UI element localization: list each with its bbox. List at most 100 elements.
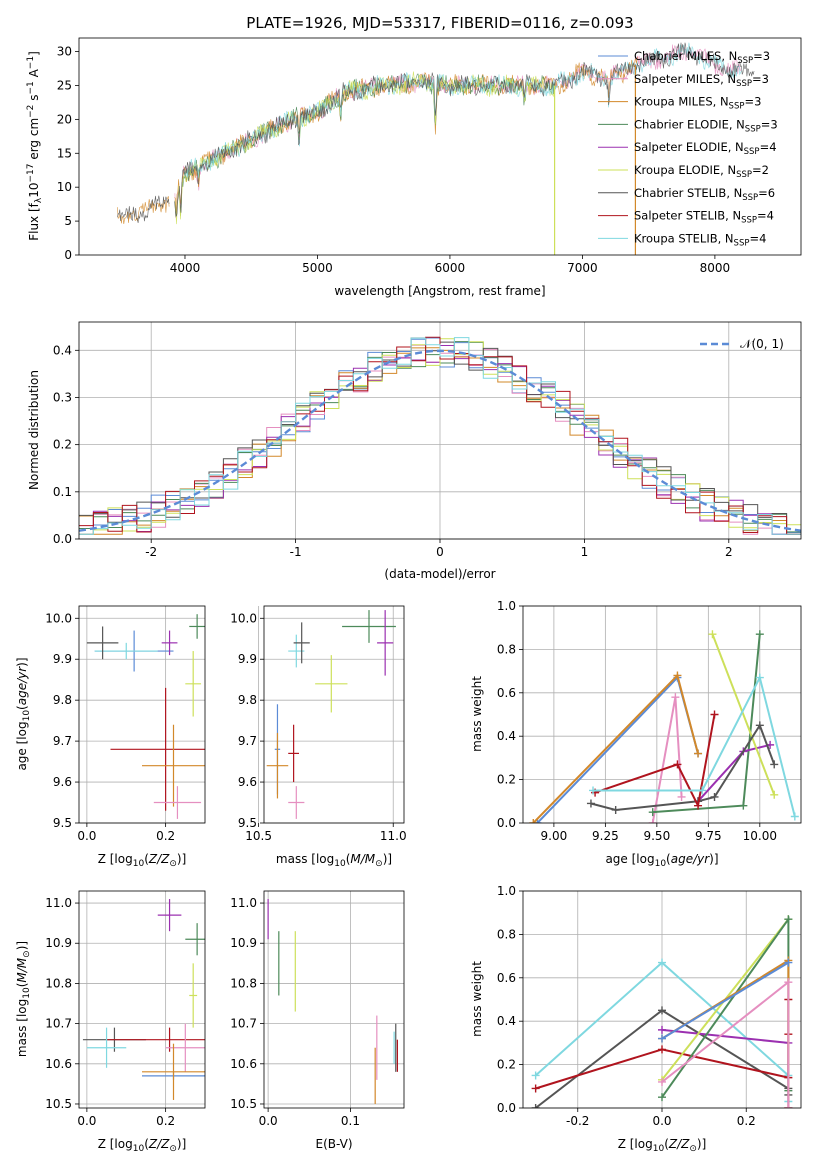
legend-entry: Salpeter ELODIE, NSSP=4 bbox=[634, 140, 777, 157]
y-tick-label: 10.5 bbox=[230, 1097, 257, 1111]
data-point bbox=[739, 801, 748, 810]
label-part: age [log bbox=[605, 852, 654, 866]
y-tick-label: 9.7 bbox=[53, 734, 72, 748]
legend-text: Salpeter ELODIE, N bbox=[634, 140, 744, 154]
label-part: Z/Z bbox=[668, 1137, 690, 1151]
y-tick-label: 9.7 bbox=[238, 734, 257, 748]
data-point bbox=[648, 808, 657, 817]
data-point bbox=[710, 792, 719, 801]
data-point bbox=[698, 786, 707, 795]
data-point bbox=[586, 799, 595, 808]
y-tick-label: 0.4 bbox=[497, 1014, 516, 1028]
label-part: −17 bbox=[26, 164, 36, 183]
data-point bbox=[673, 760, 682, 769]
x-tick-label: 9.25 bbox=[592, 829, 619, 843]
panel-0: 4000 5000 6000 7000 8000 0 5 10 15 20 25 30 waveleng… bbox=[26, 37, 802, 298]
label-part: )] bbox=[697, 1137, 706, 1151]
data-point bbox=[790, 812, 799, 821]
series-line bbox=[593, 674, 796, 817]
panel-4: 9.00 9.25 9.50 9.75 10.00 0.0 0.2 0.4 0.6 0.8 1.0 a… bbox=[470, 599, 802, 869]
legend-sub: SSP bbox=[736, 170, 752, 180]
y-tick-label: 9.5 bbox=[238, 816, 257, 830]
x-axis-label: Z [log10(Z/Z⊙)] bbox=[618, 1137, 707, 1154]
legend-text: Chabrier STELIB, N bbox=[634, 186, 742, 200]
data-point bbox=[694, 801, 703, 810]
data-point bbox=[784, 915, 793, 924]
plot-area bbox=[82, 899, 205, 1100]
label-part: Z/Z bbox=[148, 1137, 170, 1151]
legend-entry: 𝒩(0, 1) bbox=[740, 337, 784, 351]
data-point bbox=[658, 1025, 666, 1034]
y-tick-label: 10.6 bbox=[230, 1057, 257, 1071]
legend-text: Kroupa ELODIE, N bbox=[634, 163, 736, 177]
label-part: ] bbox=[27, 51, 41, 56]
y-tick-label: 30 bbox=[57, 45, 72, 59]
data-point bbox=[648, 819, 657, 823]
legend-entry: Kroupa MILES, NSSP=3 bbox=[634, 95, 761, 112]
data-point bbox=[529, 819, 538, 823]
label-part: Z/Z bbox=[148, 852, 170, 866]
legend-sub: SSP bbox=[745, 124, 761, 134]
data-point bbox=[658, 1077, 666, 1086]
spectrum-line bbox=[117, 42, 755, 224]
axes-frame bbox=[78, 890, 206, 1109]
label-part: ( bbox=[346, 852, 351, 866]
figure-title: PLATE=1926, MJD=53317, FIBERID=0116, z=0… bbox=[246, 14, 633, 32]
data-point bbox=[784, 1104, 793, 1108]
y-tick-label: 0.4 bbox=[497, 729, 516, 743]
data-point bbox=[589, 786, 598, 795]
data-point bbox=[658, 958, 666, 967]
x-tick-label: 10.00 bbox=[743, 829, 777, 843]
legend-entry: Kroupa ELODIE, NSSP=2 bbox=[634, 163, 769, 180]
legend-entry: Chabrier ELODIE, NSSP=3 bbox=[634, 117, 778, 134]
label-part: )] bbox=[383, 852, 392, 866]
x-tick-label: 0.1 bbox=[341, 1114, 360, 1128]
y-tick-label: 15 bbox=[57, 146, 72, 160]
legend-eq: =4 bbox=[757, 209, 774, 223]
series-line bbox=[590, 723, 776, 812]
series-line bbox=[536, 675, 699, 823]
legend-text: Kroupa STELIB, N bbox=[634, 231, 734, 245]
legend-sub: SSP bbox=[734, 238, 750, 248]
label-part: age [log bbox=[15, 721, 29, 770]
x-tick-label: 9.75 bbox=[695, 829, 722, 843]
y-tick-label: 9.9 bbox=[238, 652, 257, 666]
histogram-step bbox=[79, 336, 801, 535]
x-tick-label: 7000 bbox=[567, 261, 598, 275]
x-tick-label: 0 bbox=[436, 545, 444, 559]
axes-frame bbox=[263, 890, 405, 1109]
data-point bbox=[611, 805, 620, 814]
x-axis-label: age [log10(age/yr)] bbox=[605, 852, 718, 869]
label-part: erg cm bbox=[27, 118, 41, 164]
data-point bbox=[710, 710, 719, 719]
y-tick-label: 0.3 bbox=[53, 390, 72, 404]
label-part: ( bbox=[15, 983, 29, 988]
legend-text: Kroupa MILES, N bbox=[634, 95, 729, 109]
legend-eq: =3 bbox=[744, 95, 761, 109]
y-tick-label: 10.8 bbox=[230, 976, 257, 990]
label-part: 10 bbox=[133, 1144, 145, 1154]
y-tick-label: 11.0 bbox=[45, 896, 72, 910]
series-line bbox=[661, 958, 790, 1108]
axes-frame bbox=[78, 605, 206, 824]
legend-entry: Chabrier MILES, NSSP=3 bbox=[634, 49, 770, 66]
label-part: ⊙ bbox=[689, 1144, 697, 1154]
legend-text: Chabrier MILES, N bbox=[634, 49, 737, 63]
data-point bbox=[708, 630, 717, 639]
label-part: ⊙ bbox=[169, 859, 177, 869]
panel-7: -0.2 0.0 0.2 0.0 0.2 0.4 0.6 0.8 1.0 Z [log10(Z/Z… bbox=[470, 884, 802, 1154]
x-tick-label: 0.0 bbox=[77, 829, 96, 843]
data-point bbox=[531, 1071, 540, 1080]
label-part: )] bbox=[709, 852, 718, 866]
legend-sub: SSP bbox=[729, 102, 745, 112]
data-point bbox=[531, 1084, 540, 1093]
series-line bbox=[594, 714, 716, 809]
label-part: −1 bbox=[26, 56, 36, 69]
y-tick-label: 0.8 bbox=[497, 927, 516, 941]
x-tick-label: 10.5 bbox=[245, 829, 272, 843]
plot-area bbox=[267, 899, 399, 1104]
data-point bbox=[671, 693, 680, 702]
y-tick-label: 9.9 bbox=[53, 652, 72, 666]
label-part: Z [log bbox=[98, 1137, 133, 1151]
